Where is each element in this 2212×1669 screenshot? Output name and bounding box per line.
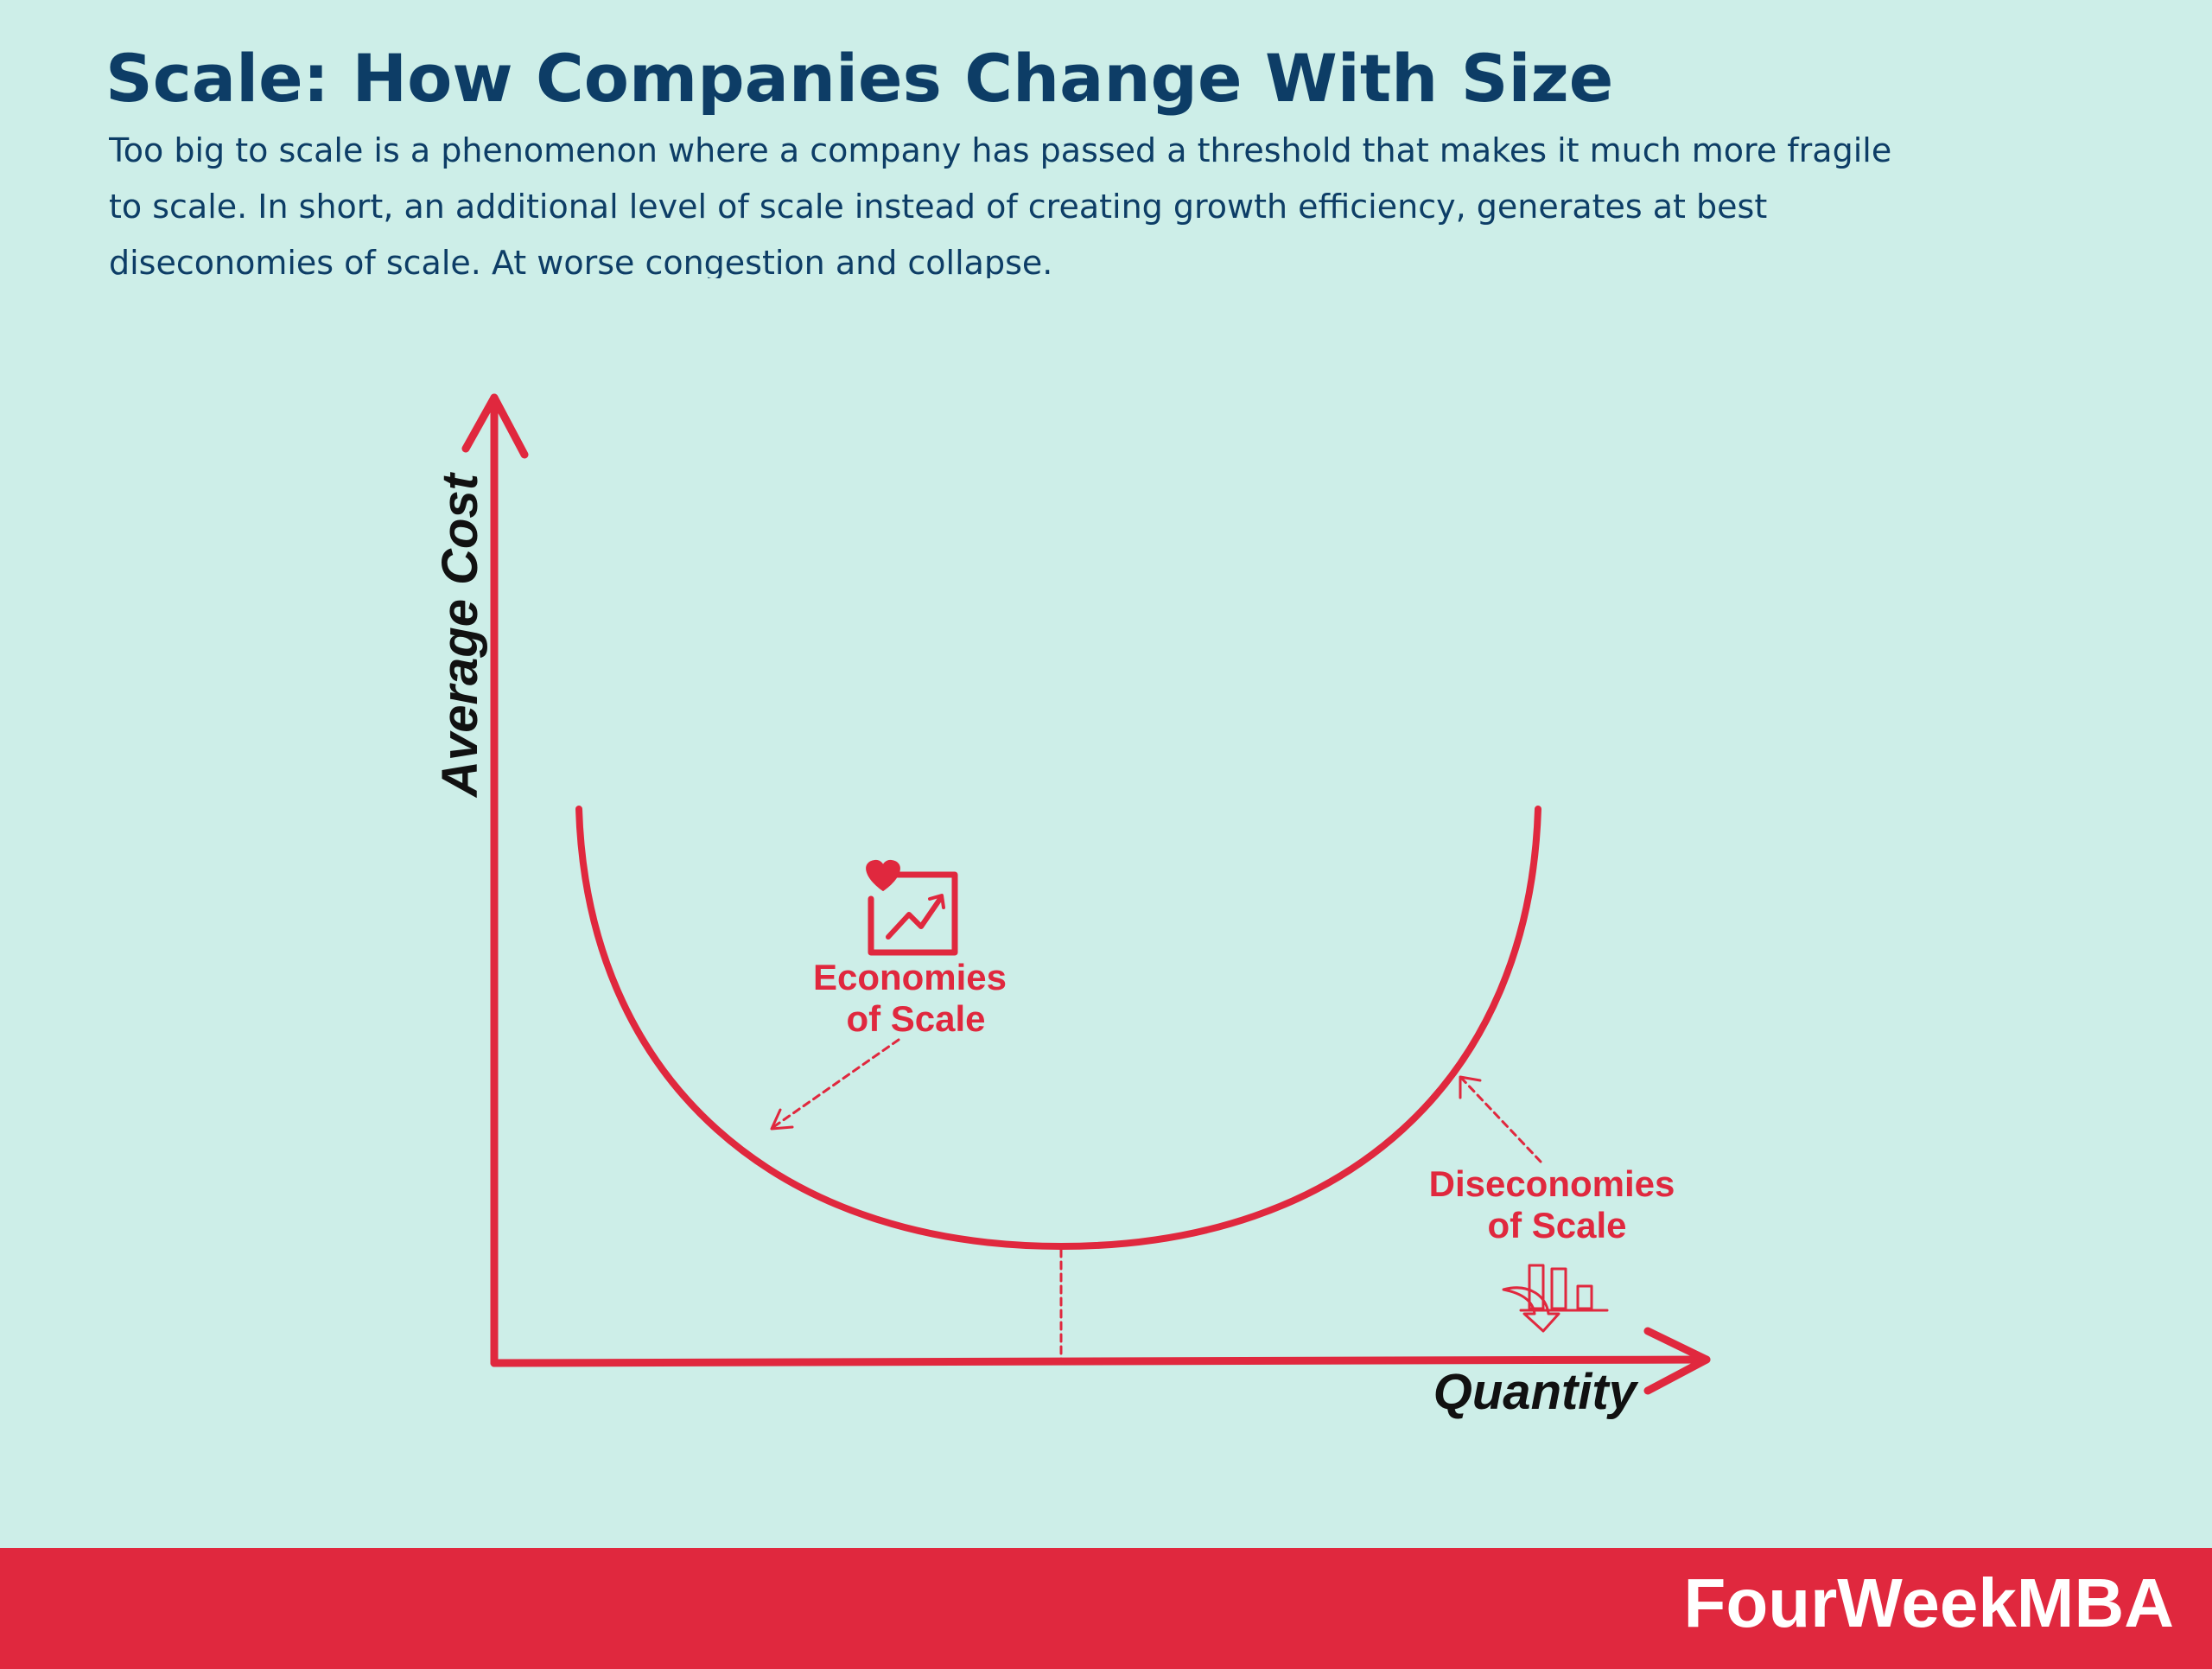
axes — [461, 393, 1711, 1395]
footer: FourWeekMBA — [0, 1548, 2212, 1669]
economies-arrow — [772, 1038, 900, 1129]
decline-icon — [1502, 1264, 1609, 1333]
cost-curve — [575, 806, 1541, 1250]
diagram: Economies of Scale Diseconomies of Scale… — [432, 393, 1711, 1420]
x-axis — [490, 1355, 1711, 1367]
x-axis-label: Quantity — [1433, 1364, 1639, 1420]
growth-icon — [868, 871, 958, 956]
x-arrowhead — [1643, 1327, 1711, 1395]
annotation-line: Diseconomies — [1429, 1163, 1675, 1204]
annotation-line: Economies — [813, 957, 1007, 997]
annotation-line: of Scale — [1487, 1205, 1626, 1245]
annotation-line: of Scale — [846, 998, 985, 1039]
arrow-tip — [770, 1108, 794, 1131]
title: Scale: How Companies Change With Size — [105, 40, 1614, 117]
y-arrowhead — [461, 393, 529, 459]
description: Too big to scale is a phenomenon where a… — [109, 131, 1892, 278]
heart-icon — [866, 859, 900, 891]
diseconomies-arrow — [1460, 1077, 1542, 1163]
y-axis-label: Average Cost — [432, 471, 488, 799]
brand: FourWeekMBA — [1683, 1564, 2174, 1641]
arrow-tip — [1459, 1075, 1482, 1099]
